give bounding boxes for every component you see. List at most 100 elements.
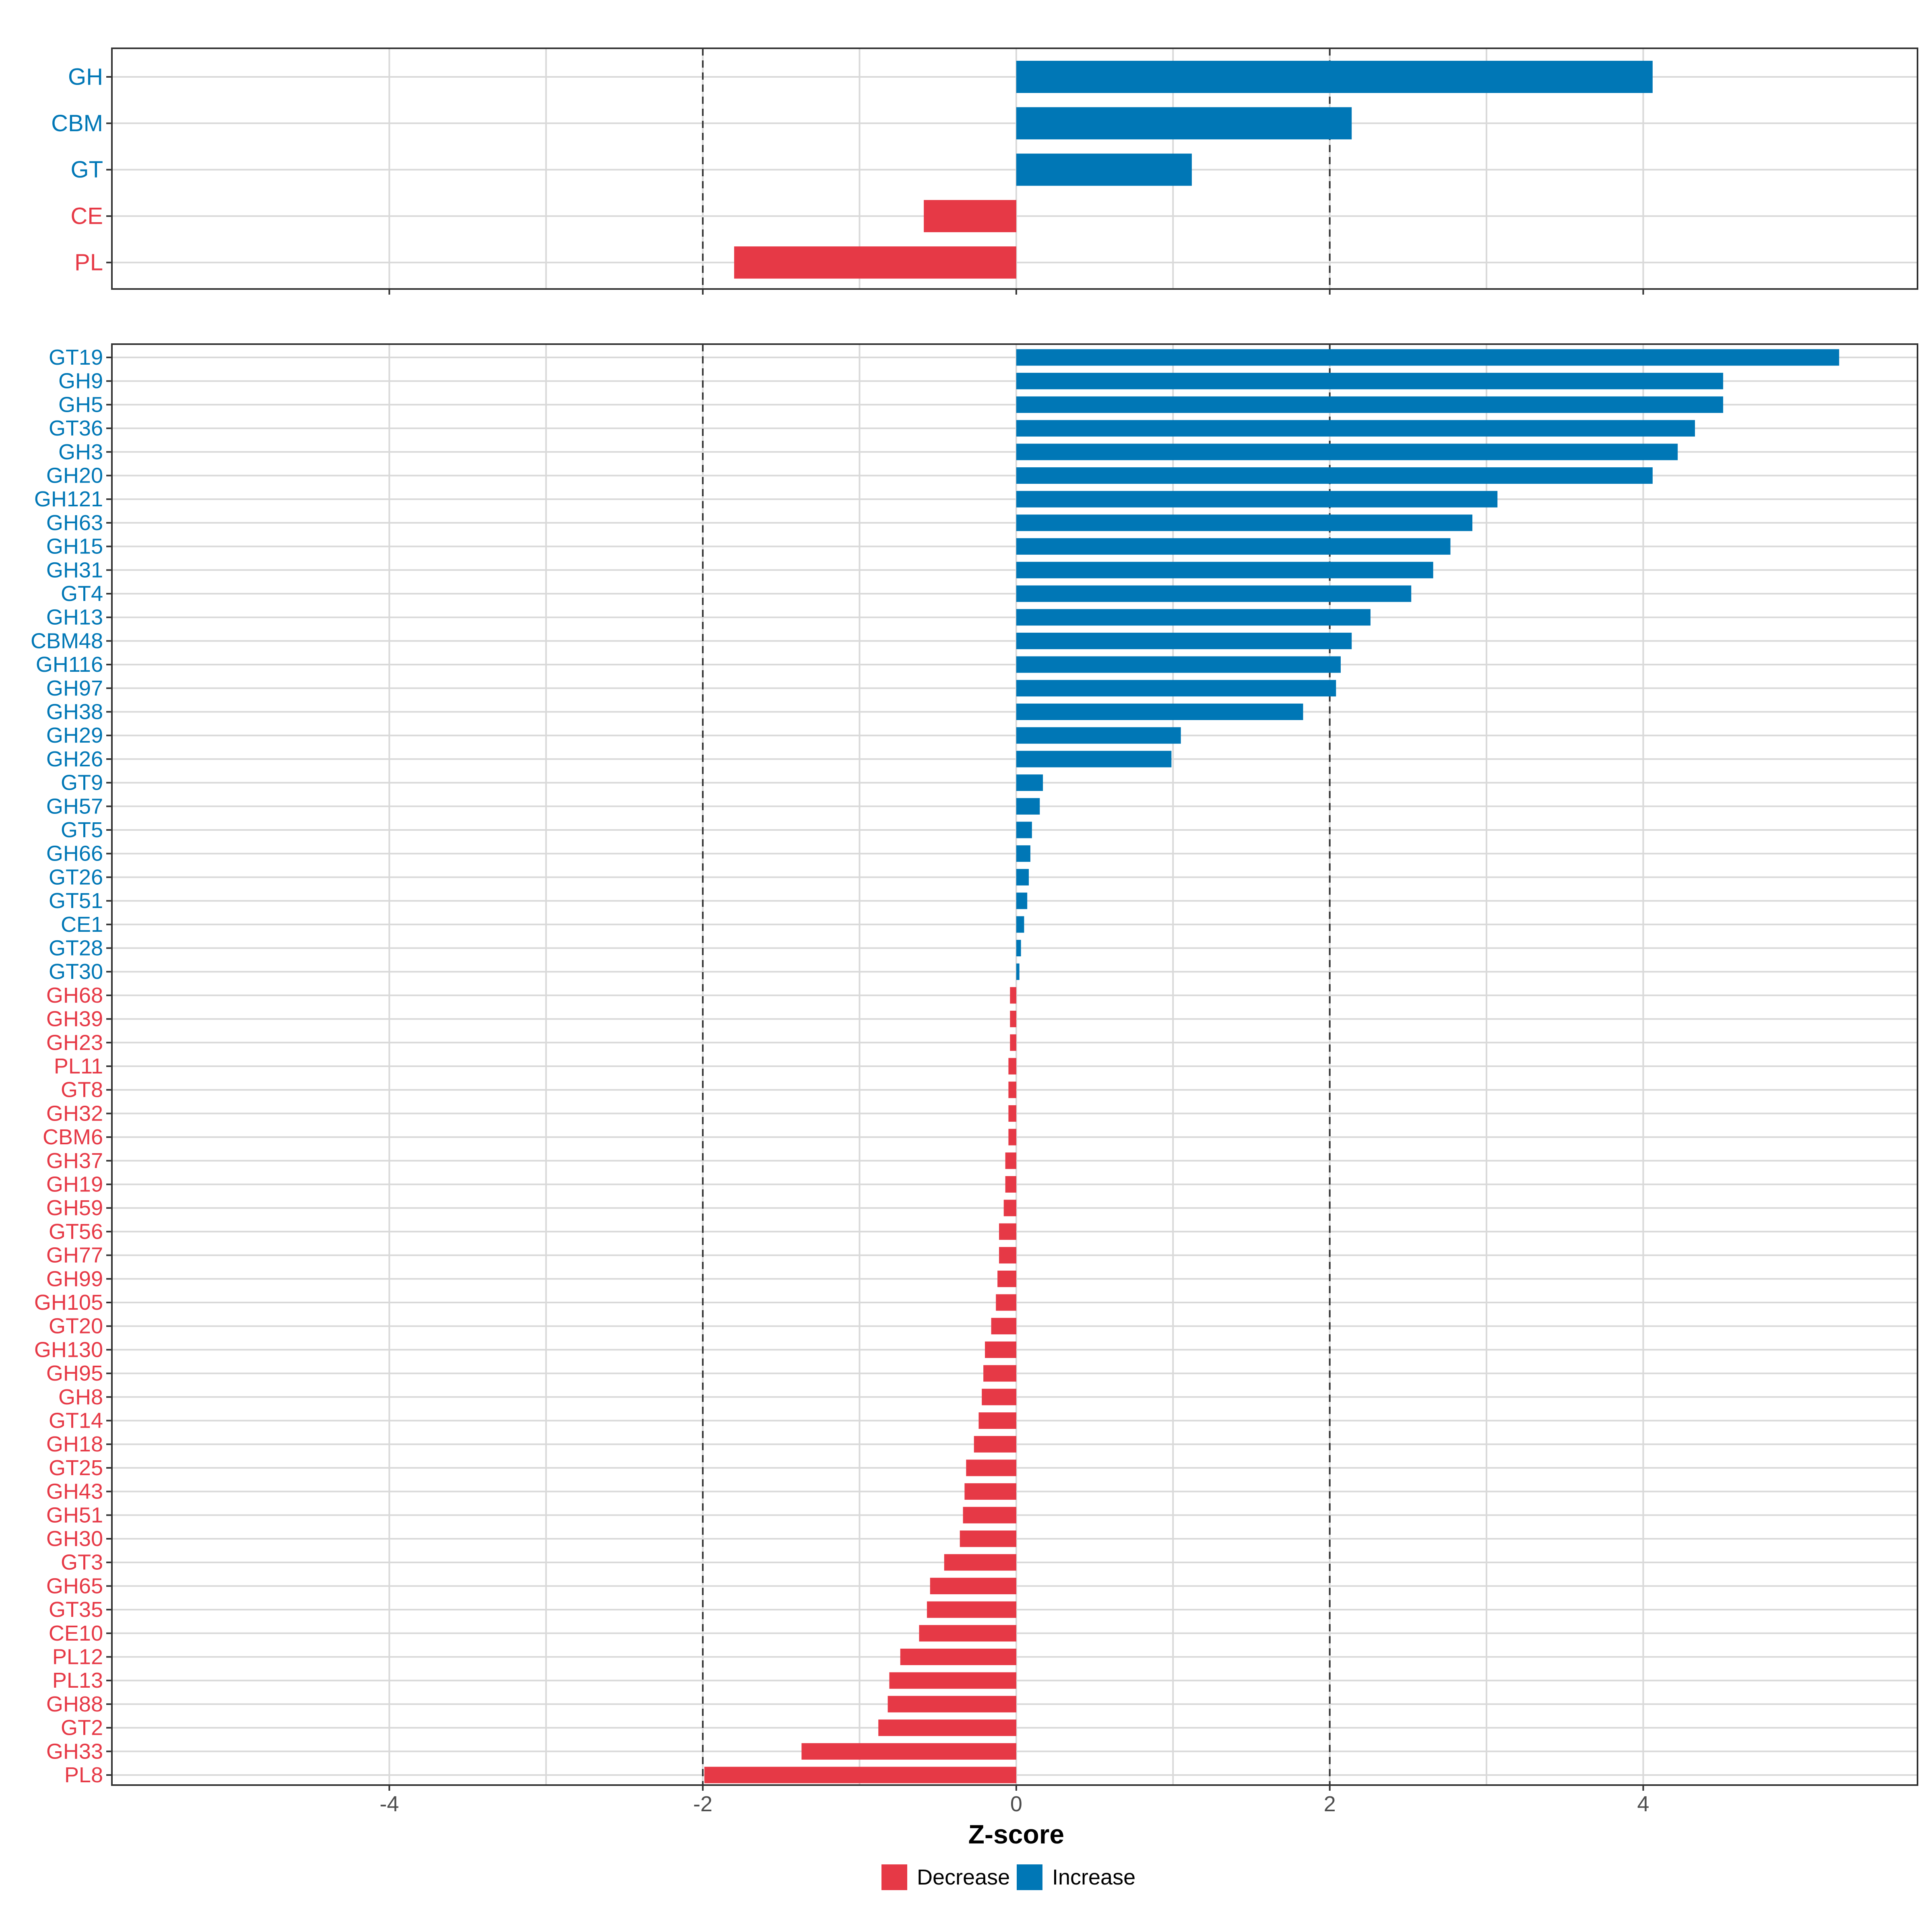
category-label-gh121: GH121 <box>34 487 103 511</box>
bar-gt3 <box>944 1554 1016 1571</box>
bar-gt35 <box>927 1601 1016 1618</box>
category-label-gh33: GH33 <box>46 1739 103 1763</box>
bar-gh59 <box>1003 1199 1016 1216</box>
bar-gh105 <box>996 1294 1016 1311</box>
category-label-gt14: GT14 <box>49 1409 103 1433</box>
category-label-gh51: GH51 <box>46 1503 103 1527</box>
bar-gt5 <box>1016 822 1032 838</box>
category-label-gt4: GT4 <box>61 582 103 606</box>
category-label-gh5: GH5 <box>58 392 103 417</box>
bar-gh26 <box>1016 751 1172 768</box>
bar-gh68 <box>1010 987 1016 1004</box>
bar-cbm48 <box>1016 632 1352 649</box>
bar-gt9 <box>1016 774 1043 791</box>
bar-gh88 <box>888 1696 1016 1713</box>
category-label-gt19: GT19 <box>49 345 103 369</box>
category-label-gt25: GT25 <box>49 1456 103 1480</box>
category-label-gt28: GT28 <box>49 936 103 960</box>
legend-key-decrease <box>881 1864 907 1890</box>
category-label-gh8: GH8 <box>58 1385 103 1409</box>
category-label-gh57: GH57 <box>46 794 103 818</box>
category-label-gh43: GH43 <box>46 1480 103 1504</box>
category-label-ce10: CE10 <box>49 1621 103 1645</box>
bar-gt28 <box>1016 940 1021 956</box>
bar-gh8 <box>982 1389 1016 1406</box>
bar-ce10 <box>919 1625 1016 1642</box>
category-label-gt9: GT9 <box>61 771 103 795</box>
x-tick-label: -2 <box>693 1792 712 1816</box>
bar-gh33 <box>801 1743 1016 1760</box>
category-label-pl8: PL8 <box>64 1763 103 1787</box>
bar-gh38 <box>1016 704 1303 720</box>
category-label-gh32: GH32 <box>46 1101 103 1125</box>
category-label-gh130: GH130 <box>34 1338 103 1362</box>
category-label-gt26: GT26 <box>49 865 103 889</box>
category-label-gt8: GT8 <box>61 1078 103 1102</box>
bar-gh19 <box>1005 1176 1016 1193</box>
top-panel-border <box>111 47 1918 290</box>
bar-gh20 <box>1016 467 1653 484</box>
bottom-panel-border <box>111 343 1918 1786</box>
category-label-ce: CE <box>70 203 103 229</box>
bar-gh9 <box>1016 373 1724 390</box>
bar-pl12 <box>900 1649 1016 1665</box>
category-label-gt35: GT35 <box>49 1598 103 1622</box>
bottom-panel-tick-marks <box>106 357 1644 1791</box>
legend-label-decrease: Decrease <box>917 1865 1010 1889</box>
x-tick-label: 2 <box>1324 1792 1336 1816</box>
bar-gt2 <box>878 1719 1016 1736</box>
top-panel-tick-marks <box>106 76 1644 295</box>
bar-gh63 <box>1016 514 1473 531</box>
category-label-gt2: GT2 <box>61 1716 103 1740</box>
category-label-gt5: GT5 <box>61 818 103 842</box>
bar-gt <box>1016 153 1192 186</box>
bar-gt14 <box>978 1412 1016 1429</box>
bar-cbm6 <box>1008 1129 1016 1146</box>
category-label-gt51: GT51 <box>49 889 103 913</box>
category-label-gh15: GH15 <box>46 535 103 559</box>
category-label-gh99: GH99 <box>46 1267 103 1291</box>
category-label-gh116: GH116 <box>36 652 103 677</box>
bar-gh31 <box>1016 561 1433 578</box>
category-label-cbm48: CBM48 <box>31 629 103 653</box>
bar-gt4 <box>1016 585 1412 602</box>
bar-gh23 <box>1010 1034 1016 1051</box>
category-label-gh77: GH77 <box>46 1243 103 1267</box>
bar-gh13 <box>1016 609 1371 626</box>
bar-gh97 <box>1016 680 1336 697</box>
category-label-gh63: GH63 <box>46 511 103 535</box>
bar-gh39 <box>1010 1011 1016 1028</box>
category-label-gh37: GH37 <box>46 1149 103 1173</box>
bar-gh130 <box>985 1341 1016 1358</box>
category-label-gh68: GH68 <box>46 983 103 1007</box>
category-label-gh59: GH59 <box>46 1196 103 1220</box>
category-label-gt30: GT30 <box>49 960 103 984</box>
bar-cbm <box>1016 107 1352 140</box>
bar-gh18 <box>974 1436 1016 1453</box>
category-label-gh39: GH39 <box>46 1007 103 1031</box>
bottom-panel-reference-lines <box>702 344 1331 1785</box>
bar-gt36 <box>1016 420 1695 437</box>
bar-gh95 <box>983 1365 1016 1382</box>
bar-gh51 <box>963 1507 1016 1523</box>
bar-gt30 <box>1016 963 1020 980</box>
legend-label-increase: Increase <box>1052 1865 1135 1889</box>
category-label-gt36: GT36 <box>49 416 103 440</box>
category-label-gh18: GH18 <box>46 1432 103 1456</box>
bar-gh116 <box>1016 656 1341 673</box>
bar-gh37 <box>1005 1152 1016 1169</box>
category-label-gt: GT <box>70 157 103 183</box>
bar-gh99 <box>997 1270 1016 1287</box>
bar-ce1 <box>1016 916 1024 933</box>
bar-gh43 <box>964 1483 1016 1500</box>
category-label-ce1: CE1 <box>61 912 103 937</box>
x-tick-label: 0 <box>1010 1792 1022 1816</box>
category-label-gh31: GH31 <box>46 558 103 582</box>
x-axis-tick-labels: -4 -2 0 2 4 <box>380 1792 1649 1816</box>
category-label-gh29: GH29 <box>46 723 103 747</box>
category-label-gh23: GH23 <box>46 1030 103 1055</box>
bar-gh121 <box>1016 491 1498 508</box>
top-panel-category-labels: GH CBM GT CE PL <box>51 64 103 276</box>
category-label-gh88: GH88 <box>46 1692 103 1716</box>
